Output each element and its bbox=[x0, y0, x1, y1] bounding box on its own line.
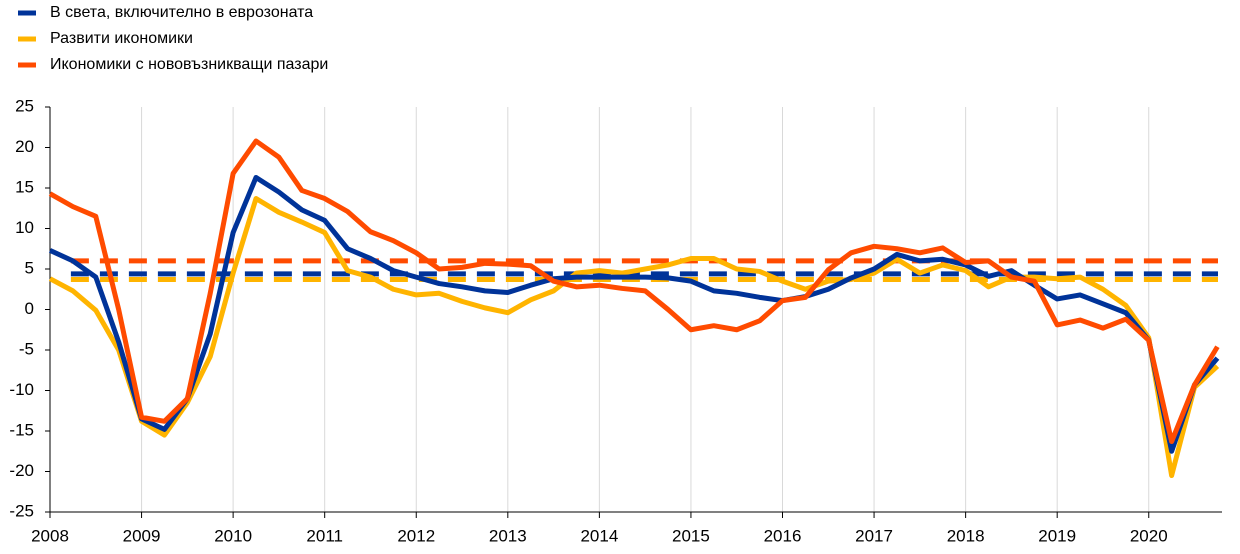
x-tick-label: 2009 bbox=[123, 526, 161, 545]
x-tick-label: 2019 bbox=[1038, 526, 1076, 545]
y-tick-label: -15 bbox=[9, 420, 34, 439]
y-tick-label: -20 bbox=[9, 461, 34, 480]
y-tick-label: 5 bbox=[25, 258, 34, 277]
x-tick-label: 2010 bbox=[214, 526, 252, 545]
x-tick-label: 2011 bbox=[306, 526, 343, 545]
x-tick-label: 2012 bbox=[397, 526, 435, 545]
x-tick-label: 2018 bbox=[947, 526, 985, 545]
y-tick-label: -25 bbox=[9, 501, 34, 520]
y-tick-label: 20 bbox=[15, 137, 34, 156]
x-tick-label: 2015 bbox=[672, 526, 710, 545]
y-tick-label: 0 bbox=[25, 299, 34, 318]
y-tick-label: 10 bbox=[15, 218, 34, 237]
x-tick-label: 2013 bbox=[489, 526, 527, 545]
x-tick-label: 2008 bbox=[31, 526, 69, 545]
y-tick-label: 25 bbox=[15, 96, 34, 115]
legend-label: Развити икономики bbox=[50, 30, 193, 47]
y-tick-label: 15 bbox=[15, 177, 34, 196]
y-tick-label: -10 bbox=[9, 380, 34, 399]
series-line bbox=[48, 196, 1220, 479]
x-tick-label: 2017 bbox=[855, 526, 893, 545]
x-tick-label: 2014 bbox=[580, 526, 618, 545]
series-line bbox=[48, 138, 1220, 445]
legend-label: В света, включително в еврозоната bbox=[50, 4, 313, 21]
x-tick-label: 2016 bbox=[764, 526, 802, 545]
legend-label: Икономики с нововъзникващи пазари bbox=[50, 56, 328, 73]
y-tick-label: -5 bbox=[19, 339, 34, 358]
x-tick-label: 2020 bbox=[1130, 526, 1168, 545]
